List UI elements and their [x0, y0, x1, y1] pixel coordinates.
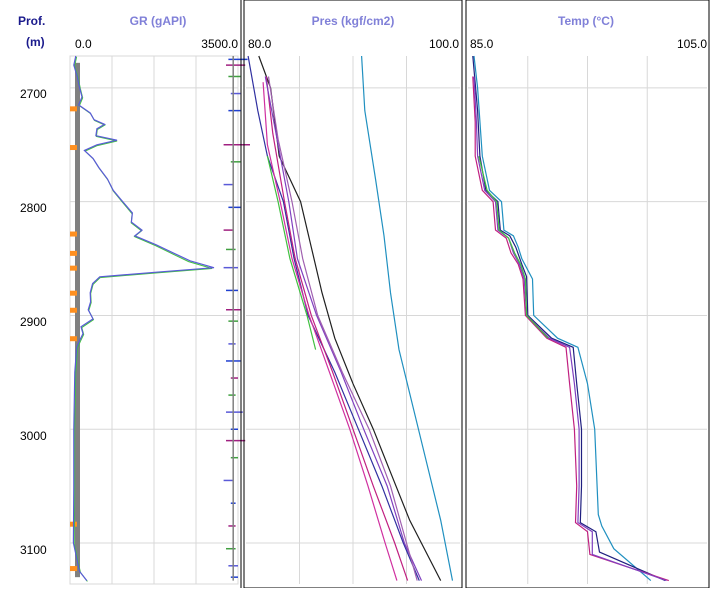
- orange-mark-5: [70, 290, 77, 296]
- gr-marks: [70, 55, 250, 582]
- gr-track: GR (gAPI) 0.0 3500.0: [69, 0, 250, 588]
- temp-series-1: [472, 55, 666, 582]
- pres-series-5: [264, 76, 423, 581]
- pres-series-1: [258, 55, 442, 581]
- orange-mark-4: [70, 265, 77, 271]
- pres-series-0: [361, 55, 454, 581]
- orange-mark-7: [70, 336, 77, 342]
- gr-x-max-label: 3500.0: [201, 37, 238, 51]
- gr-curve-main: [72, 55, 215, 581]
- orange-mark-9: [70, 566, 77, 572]
- depth-unit: (m): [26, 35, 45, 49]
- depth-tick-2700: 2700: [20, 87, 47, 101]
- temp-marks: [472, 55, 669, 582]
- orange-mark-2: [70, 231, 77, 237]
- pres-x-min-label: 80.0: [248, 37, 272, 51]
- depth-tick-3100: 3100: [20, 543, 47, 557]
- orange-mark-6: [70, 307, 77, 313]
- pres-series-7: [262, 82, 398, 581]
- orange-mark-0: [70, 106, 77, 112]
- pres-series-4: [265, 76, 409, 581]
- temp-x-min-label: 85.0: [470, 37, 494, 51]
- pres-marks: [247, 55, 454, 581]
- temp-x-max-label: 105.0: [677, 37, 707, 51]
- depth-title: Prof.: [18, 14, 45, 28]
- depth-tick-2900: 2900: [20, 315, 47, 329]
- pres-series-6: [267, 76, 418, 581]
- orange-mark-3: [70, 250, 77, 256]
- temp-series-0: [473, 55, 652, 582]
- pres-x-max-label: 100.0: [429, 37, 459, 51]
- pres-series-3: [266, 155, 317, 350]
- gr-track-title: GR (gAPI): [130, 14, 187, 28]
- temp-series-4: [478, 155, 549, 339]
- depth-tick-3000: 3000: [20, 429, 47, 443]
- temp-grid: [468, 56, 707, 584]
- depth-tick-2800: 2800: [20, 201, 47, 215]
- pres-track: Pres (kgf/cm2) 80.0 100.0: [243, 0, 463, 589]
- temp-track-title: Temp (°C): [558, 14, 614, 28]
- gr-x-min-label: 0.0: [75, 37, 92, 51]
- pres-series-2: [247, 55, 420, 581]
- temp-series-3: [473, 76, 667, 582]
- gr-grid: [70, 56, 238, 584]
- orange-mark-1: [70, 145, 77, 151]
- lithology-bar: [75, 62, 80, 578]
- depth-track: Prof. (m) 2700 2800 2900 3000 3100: [18, 14, 47, 557]
- gr-curve-alt: [73, 56, 213, 582]
- pres-track-title: Pres (kgf/cm2): [312, 14, 395, 28]
- temp-series-2: [472, 76, 669, 582]
- temp-track: Temp (°C) 85.0 105.0: [465, 0, 710, 589]
